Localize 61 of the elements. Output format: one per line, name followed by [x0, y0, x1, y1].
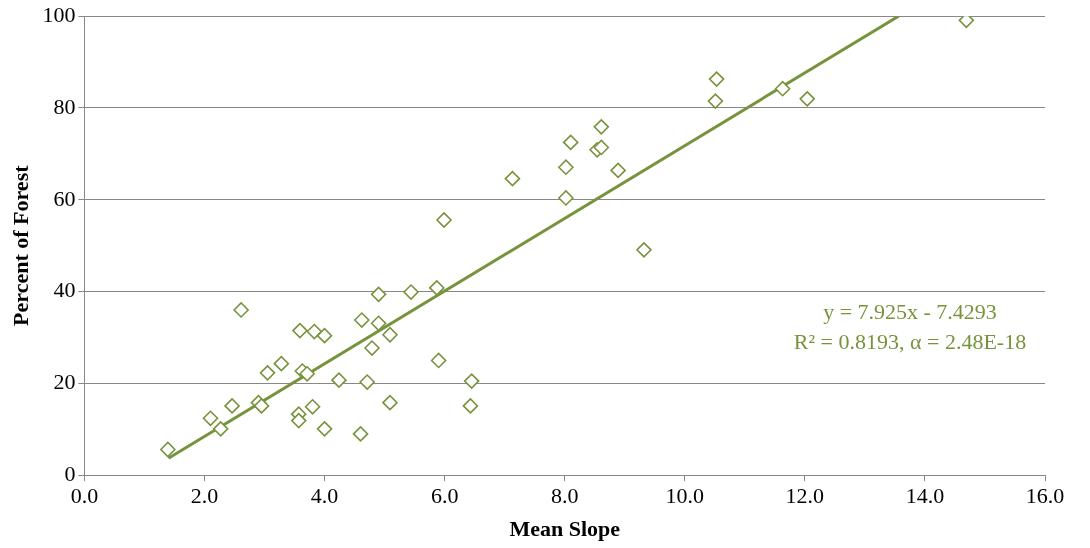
point	[316, 421, 333, 437]
point	[233, 302, 249, 318]
x-tick-label: 6.0	[430, 483, 459, 509]
annotation: y = 7.925x - 7.4293	[823, 298, 997, 324]
y-tick-label: 40	[53, 277, 76, 303]
x-tick-label: 14.0	[905, 483, 945, 509]
x-tick-label: 12.0	[785, 483, 825, 509]
point	[593, 139, 610, 156]
y-tick-label: 60	[53, 185, 76, 211]
point	[708, 71, 725, 87]
point	[707, 93, 724, 109]
point	[562, 134, 579, 151]
point	[610, 162, 626, 179]
point	[290, 412, 307, 429]
point	[259, 365, 276, 381]
point	[273, 355, 290, 372]
x-tick-label: 8.0	[550, 483, 579, 509]
y-axis-title: Percent of Forest	[7, 164, 33, 326]
x-tick-label: 0.0	[70, 483, 99, 509]
point	[382, 394, 398, 411]
point	[636, 242, 652, 258]
point	[352, 426, 369, 442]
point	[430, 352, 447, 369]
point	[316, 327, 333, 344]
point	[299, 365, 315, 382]
point	[202, 410, 219, 427]
x-tick-label: 2.0	[190, 483, 219, 509]
x-tick-label: 16.0	[1025, 483, 1065, 509]
point	[382, 326, 398, 343]
point	[558, 159, 574, 176]
point	[799, 91, 816, 107]
point	[370, 286, 387, 303]
point	[593, 119, 610, 135]
y-tick-label: 20	[53, 369, 76, 395]
point	[359, 374, 375, 390]
point	[463, 373, 480, 389]
point	[462, 398, 479, 414]
point	[353, 312, 370, 328]
point	[364, 340, 380, 356]
y-tick-label: 0	[64, 460, 76, 486]
y-tick-label: 80	[53, 93, 76, 119]
x-tick-label: 4.0	[310, 483, 339, 509]
point	[558, 190, 574, 206]
point	[212, 421, 229, 437]
point	[429, 280, 445, 296]
point	[331, 372, 347, 388]
point	[504, 170, 521, 187]
point	[224, 398, 240, 414]
y-tick-label: 100	[42, 1, 76, 27]
point	[403, 284, 419, 300]
point	[292, 322, 308, 339]
point	[306, 323, 323, 340]
x-axis-title: Mean Slope	[509, 516, 621, 542]
x-tick-label: 10.0	[665, 483, 705, 509]
point	[774, 80, 791, 97]
point	[160, 441, 176, 458]
point	[253, 398, 270, 414]
point	[370, 315, 387, 332]
point	[304, 399, 321, 415]
point	[436, 212, 452, 228]
annotation: R² = 0.8193, α = 2.48E-18	[793, 328, 1027, 354]
